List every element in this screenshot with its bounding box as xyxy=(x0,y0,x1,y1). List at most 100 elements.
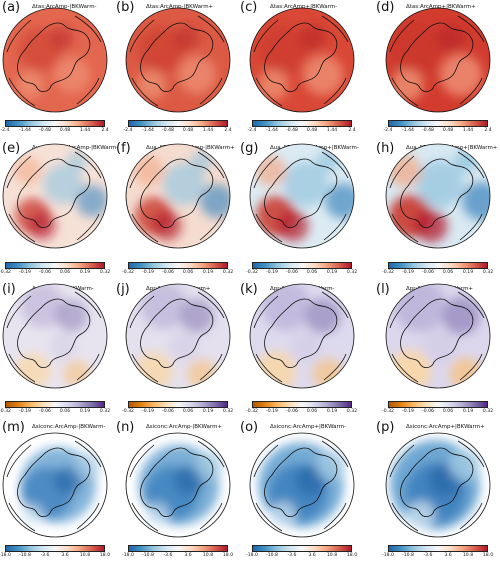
panel-title: Δsiconc:ArcAmp+|BKWarm- xyxy=(270,424,347,430)
panel-letter: (c) xyxy=(240,0,258,15)
colorbar-tick-label: -0.48 xyxy=(422,128,434,133)
panel-title: Δsiconc:ArcAmp+|BKWarm+ xyxy=(406,424,485,430)
colorbar-tick-label: -18.0 xyxy=(382,553,394,558)
panel-letter: (b) xyxy=(116,0,135,15)
colorbar xyxy=(252,545,352,552)
colorbar xyxy=(388,401,488,408)
polar-map xyxy=(2,283,108,389)
colorbar-tick-label: -3.6 xyxy=(163,553,173,558)
colorbar xyxy=(5,120,105,127)
colorbar-tick-label: -0.19 xyxy=(402,409,414,414)
colorbar-tick-label: 0.19 xyxy=(462,270,474,275)
colorbar-tick-label: -0.32 xyxy=(122,270,134,275)
colorbar-tick-label: -0.48 xyxy=(162,128,174,133)
colorbar xyxy=(128,545,228,552)
colorbar-tick-label: 0.32 xyxy=(482,409,494,414)
colorbar-tick-label: -1.44 xyxy=(142,128,154,133)
colorbar-tick-label: -0.48 xyxy=(286,128,298,133)
colorbar-tick-label: -0.06 xyxy=(286,409,298,414)
colorbar-tick-label: 3.6 xyxy=(184,553,192,558)
colorbar xyxy=(388,120,488,127)
colorbar xyxy=(388,262,488,269)
polar-map xyxy=(2,143,108,249)
colorbar-tick-label: -2.4 xyxy=(123,128,133,133)
polar-map xyxy=(125,143,231,249)
colorbar-tick-label: 0.32 xyxy=(222,409,234,414)
colorbar-tick-label: 0.19 xyxy=(79,270,91,275)
colorbar xyxy=(5,545,105,552)
colorbar-tick-label: 0.06 xyxy=(306,409,318,414)
colorbar-tick-label: -0.19 xyxy=(19,409,31,414)
colorbar-tick-label: -0.06 xyxy=(39,409,51,414)
colorbar-tick-label: 10.8 xyxy=(326,553,338,558)
colorbar-tick-label: 3.6 xyxy=(308,553,316,558)
polar-map xyxy=(249,432,355,538)
colorbar-tick-label: 0.06 xyxy=(442,409,454,414)
colorbar-tick-label: 1.44 xyxy=(202,128,214,133)
panel-letter: (h) xyxy=(376,141,395,156)
colorbar-tick-label: 1.44 xyxy=(79,128,91,133)
colorbar-tick-label: -0.06 xyxy=(286,270,298,275)
colorbar-tick-label: 0.19 xyxy=(202,270,214,275)
panel-letter: (k) xyxy=(240,282,258,297)
colorbar-tick-label: 0.19 xyxy=(462,409,474,414)
colorbar-tick-label: -0.19 xyxy=(266,270,278,275)
colorbar-tick-label: 3.6 xyxy=(61,553,69,558)
polar-map xyxy=(249,283,355,389)
colorbar-tick-label: 18.0 xyxy=(482,553,494,558)
colorbar-tick-label: -0.19 xyxy=(19,270,31,275)
colorbar-tick-label: -0.32 xyxy=(246,270,258,275)
colorbar-tick-label: 0.32 xyxy=(99,270,111,275)
colorbar-tick-label: -0.32 xyxy=(246,409,258,414)
polar-map xyxy=(125,283,231,389)
colorbar-tick-label: -10.8 xyxy=(19,553,31,558)
colorbar-tick-label: -0.06 xyxy=(162,409,174,414)
colorbar-tick-label: 18.0 xyxy=(222,553,234,558)
colorbar-tick-label: 1.44 xyxy=(462,128,474,133)
colorbar-tick-label: 18.0 xyxy=(99,553,111,558)
colorbar-tick-label: 0.48 xyxy=(442,128,454,133)
colorbar xyxy=(128,120,228,127)
colorbar-tick-label: -0.32 xyxy=(382,409,394,414)
colorbar-tick-label: 0.32 xyxy=(99,409,111,414)
panel-title: Δtas:ArcAmp+|BKWarm- xyxy=(270,4,338,10)
panel-title: Δtas:ArcAmp+|BKWarm+ xyxy=(406,4,476,10)
colorbar-tick-label: 10.8 xyxy=(202,553,214,558)
panel-letter: (g) xyxy=(240,141,259,156)
polar-map xyxy=(249,143,355,249)
colorbar-tick-label: 0.06 xyxy=(59,409,71,414)
polar-map xyxy=(2,7,108,113)
panel-letter: (o) xyxy=(240,420,259,435)
panel-letter: (d) xyxy=(376,0,395,15)
colorbar-tick-label: 2.4 xyxy=(224,128,232,133)
panel-title: Δsiconc:ArcAmp-|BKWarm- xyxy=(32,424,106,430)
colorbar-tick-label: -18.0 xyxy=(0,553,11,558)
polar-map xyxy=(125,7,231,113)
colorbar-tick-label: 0.32 xyxy=(346,409,358,414)
colorbar-tick-label: 0.19 xyxy=(79,409,91,414)
colorbar-tick-label: 0.06 xyxy=(182,409,194,414)
panel-title: Δtas:ArcAmp-|BKWarm- xyxy=(32,4,97,10)
panel-letter: (n) xyxy=(116,420,135,435)
colorbar-tick-label: -10.8 xyxy=(142,553,154,558)
colorbar-tick-label: 10.8 xyxy=(79,553,91,558)
colorbar xyxy=(252,401,352,408)
polar-map xyxy=(385,7,491,113)
colorbar-tick-label: 3.6 xyxy=(444,553,452,558)
panel-letter: (e) xyxy=(2,141,21,156)
colorbar xyxy=(5,262,105,269)
colorbar-tick-label: -2.4 xyxy=(383,128,393,133)
colorbar-tick-label: -0.19 xyxy=(142,270,154,275)
colorbar xyxy=(252,262,352,269)
colorbar-tick-label: 2.4 xyxy=(348,128,356,133)
polar-map xyxy=(249,7,355,113)
polar-map xyxy=(385,283,491,389)
colorbar xyxy=(252,120,352,127)
colorbar-tick-label: 0.06 xyxy=(306,270,318,275)
colorbar-tick-label: 0.48 xyxy=(306,128,318,133)
colorbar xyxy=(388,545,488,552)
panel-letter: (a) xyxy=(2,0,21,15)
colorbar-tick-label: -0.06 xyxy=(162,270,174,275)
colorbar xyxy=(128,401,228,408)
